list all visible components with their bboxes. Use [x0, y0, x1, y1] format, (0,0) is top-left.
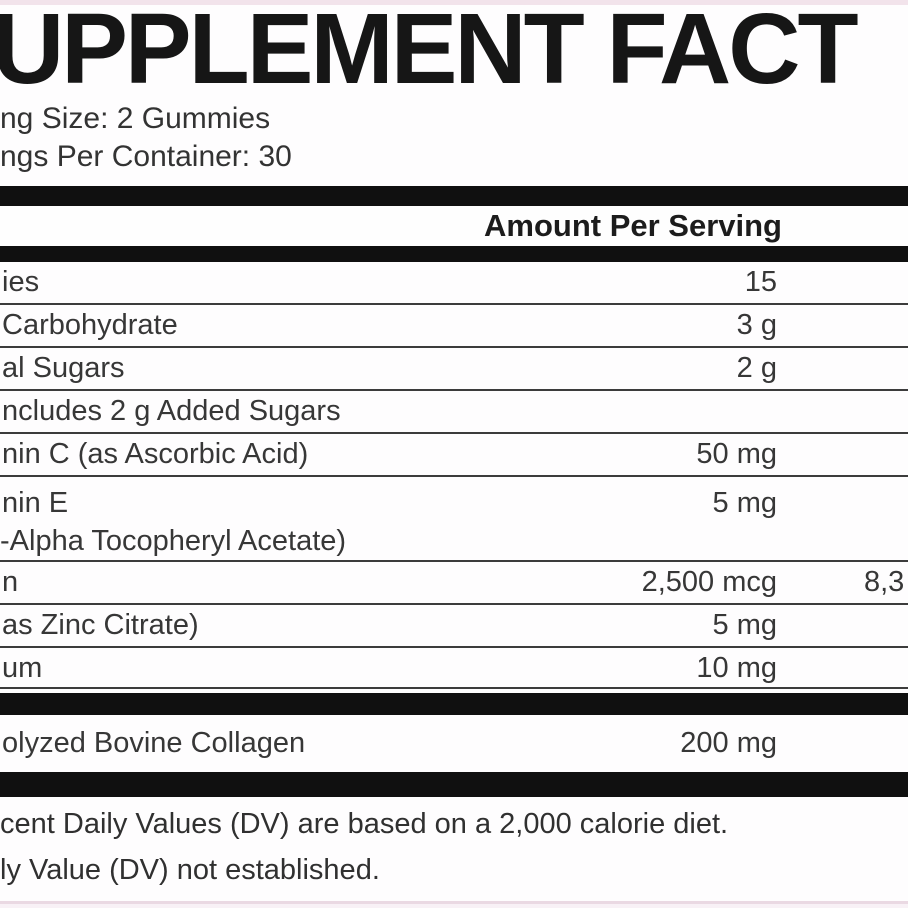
nutrient-name: al Sugars: [2, 352, 125, 384]
nutrient-row-carbohydrate: Carbohydrate 3 g: [0, 305, 908, 348]
divider-bar-thick-upper: [0, 693, 908, 715]
nutrient-row-zinc: as Zinc Citrate) 5 mg: [0, 605, 908, 648]
nutrient-amount: 5 mg: [712, 487, 777, 519]
nutrient-daily-value: 8,3: [864, 566, 905, 598]
divider-bar-top: [0, 186, 908, 206]
background-pink-strip-bottom: [0, 904, 908, 908]
nutrient-name: um: [2, 652, 43, 684]
nutrient-row-sodium: um 10 mg: [0, 648, 908, 689]
table-header-band: Amount Per Serving: [0, 206, 908, 246]
nutrient-amount: 50 mg: [696, 438, 777, 470]
serving-size: ng Size: 2 Gummies: [0, 102, 271, 135]
background-pink-line-bottom: [0, 901, 908, 904]
nutrient-row-added-sugars: ncludes 2 g Added Sugars: [0, 391, 908, 434]
nutrient-amount: 15: [744, 266, 777, 298]
nutrient-name: as Zinc Citrate): [2, 609, 199, 641]
amount-per-serving-header: Amount Per Serving: [484, 208, 782, 243]
nutrient-row-collagen: olyzed Bovine Collagen 200 mg: [0, 715, 908, 772]
nutrient-amount: 3 g: [736, 309, 777, 341]
label-title: UPPLEMENT FACT: [0, 0, 859, 105]
nutrient-name: nin E: [2, 487, 69, 519]
nutrient-row-vitamin-c: nin C (as Ascorbic Acid) 50 mg: [0, 434, 908, 477]
nutrient-name: olyzed Bovine Collagen: [2, 727, 306, 759]
nutrient-amount: 200 mg: [680, 727, 777, 759]
nutrient-amount: 10 mg: [696, 652, 777, 684]
nutrient-name: ies: [2, 266, 40, 298]
nutrient-name: Carbohydrate: [2, 309, 178, 341]
nutrient-row-calories: ies 15: [0, 262, 908, 305]
footnote-dv-not-established: ly Value (DV) not established.: [0, 854, 380, 886]
nutrient-name: nin C (as Ascorbic Acid): [2, 438, 309, 470]
nutrient-amount: 2 g: [736, 352, 777, 384]
background-pink-strip-top: [0, 0, 908, 5]
nutrient-amount: 5 mg: [712, 609, 777, 641]
nutrient-name-line2: -Alpha Tocopheryl Acetate): [0, 525, 347, 557]
nutrient-amount: 2,500 mcg: [641, 566, 777, 598]
footnote-daily-values: cent Daily Values (DV) are based on a 2,…: [0, 808, 729, 840]
nutrient-row-total-sugars: al Sugars 2 g: [0, 348, 908, 391]
nutrient-row-biotin: n 2,500 mcg 8,3: [0, 562, 908, 605]
servings-per-container: ngs Per Container: 30: [0, 140, 292, 173]
divider-bar-thick-lower: [0, 772, 908, 797]
nutrient-row-vitamin-e: nin E -Alpha Tocopheryl Acetate) 5 mg: [0, 477, 908, 562]
divider-bar-header-bottom: [0, 246, 908, 262]
nutrient-name: ncludes 2 g Added Sugars: [2, 395, 341, 427]
nutrient-name: n: [2, 566, 19, 598]
